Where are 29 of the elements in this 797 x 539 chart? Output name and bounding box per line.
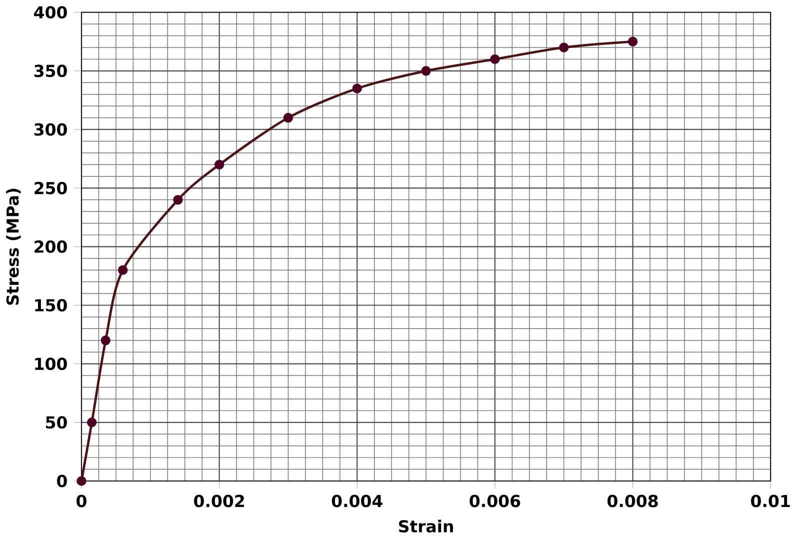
- y-tick-label: 200: [34, 240, 67, 254]
- y-tick-label: 300: [34, 123, 67, 136]
- point: [100, 336, 110, 346]
- point: [559, 42, 569, 52]
- point: [76, 476, 86, 486]
- point: [173, 195, 183, 205]
- point: [421, 66, 431, 76]
- point: [214, 160, 224, 170]
- point: [352, 84, 362, 94]
- point: [490, 54, 500, 64]
- x-axis-title: Strain: [399, 520, 453, 533]
- point: [628, 36, 638, 47]
- point: [283, 113, 294, 123]
- y-tick-label: 400: [34, 6, 67, 19]
- point: [86, 418, 97, 428]
- y-tick-label: 100: [35, 358, 67, 370]
- y-tick-label: 350: [34, 64, 67, 78]
- x-tick-label: 0.01: [751, 494, 790, 508]
- x-tick-label: 0.008: [607, 494, 658, 508]
- y-axis-title: Stress (MPa): [6, 188, 21, 305]
- x-tick-label: 0.004: [332, 494, 382, 508]
- x-tick-label: 0: [76, 494, 86, 508]
- y-tick-label: 150: [35, 299, 67, 312]
- x-tick-label: 0.002: [194, 494, 244, 508]
- y-tick-label: 50: [46, 416, 67, 429]
- x-tick-label: 0.006: [470, 494, 520, 508]
- point: [118, 265, 128, 276]
- y-tick-label: 250: [34, 182, 67, 194]
- y-tick-label: 0: [57, 474, 67, 488]
